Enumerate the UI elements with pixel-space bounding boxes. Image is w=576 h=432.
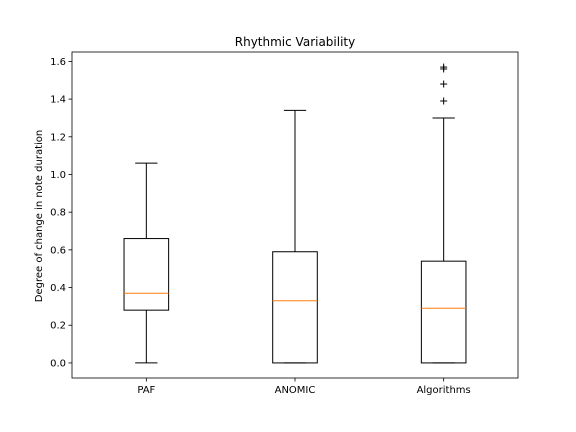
y-tick-label: 1.2 — [50, 132, 66, 143]
chart-title: Rhythmic Variability — [235, 35, 355, 49]
flier-marker — [440, 97, 448, 105]
y-tick-label: 0.0 — [50, 358, 66, 369]
flier-marker — [440, 80, 448, 88]
x-tick-label: ANOMIC — [275, 385, 316, 396]
box-body — [123, 238, 170, 311]
y-tick-label: 0.6 — [50, 245, 66, 256]
x-tick-label: Algorithms — [417, 385, 471, 396]
y-tick-label: 1.4 — [50, 95, 66, 106]
y-tick-label: 1.0 — [50, 170, 66, 181]
box-anomic — [272, 109, 318, 364]
y-tick-label: 1.6 — [50, 57, 66, 68]
flier-marker — [440, 63, 448, 71]
x-tick-label: PAF — [137, 385, 155, 396]
box-body — [420, 260, 467, 364]
y-tick-label: 0.2 — [50, 321, 66, 332]
y-axis-ticks: 0.0 0.2 0.4 0.6 0.8 1.0 1.2 1.4 1.6 — [50, 57, 72, 369]
x-axis-ticks: PAF ANOMIC Algorithms — [137, 378, 471, 396]
box-paf — [123, 162, 170, 364]
y-tick-label: 0.4 — [50, 283, 66, 294]
y-tick-label: 0.8 — [50, 208, 66, 219]
box-body — [272, 251, 318, 364]
y-axis-label: Degree of change in note duration — [34, 130, 45, 302]
box-algorithms — [420, 63, 467, 364]
box-series — [123, 63, 467, 364]
